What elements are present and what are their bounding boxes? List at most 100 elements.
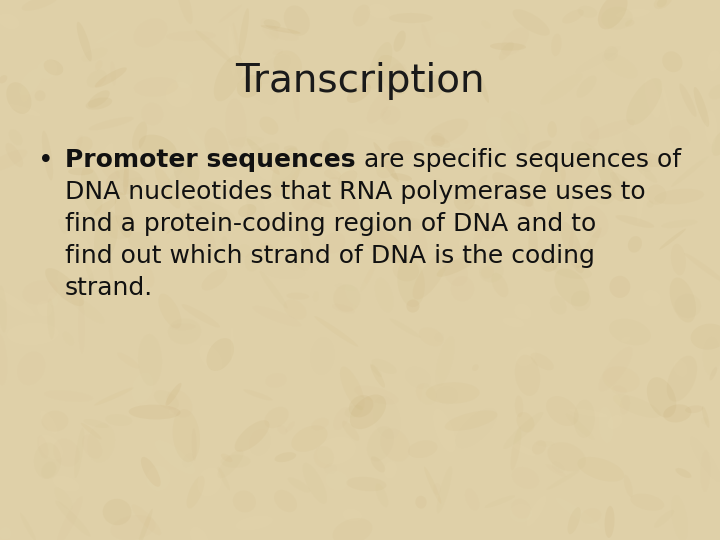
Ellipse shape — [350, 395, 386, 429]
Ellipse shape — [34, 443, 61, 479]
Ellipse shape — [0, 14, 19, 29]
Ellipse shape — [355, 131, 392, 141]
Ellipse shape — [278, 237, 302, 260]
Ellipse shape — [361, 26, 377, 53]
Ellipse shape — [575, 408, 598, 428]
Ellipse shape — [186, 476, 204, 509]
Ellipse shape — [274, 50, 302, 79]
Ellipse shape — [604, 509, 631, 540]
Ellipse shape — [520, 99, 528, 106]
Ellipse shape — [328, 160, 360, 184]
Ellipse shape — [482, 522, 532, 540]
Ellipse shape — [510, 428, 521, 470]
Ellipse shape — [684, 253, 720, 283]
Ellipse shape — [287, 293, 309, 300]
Ellipse shape — [485, 117, 521, 157]
Ellipse shape — [253, 306, 301, 327]
Ellipse shape — [103, 499, 132, 525]
Ellipse shape — [711, 132, 720, 156]
Ellipse shape — [547, 442, 586, 471]
Ellipse shape — [671, 157, 708, 187]
Ellipse shape — [516, 412, 534, 433]
Ellipse shape — [84, 419, 109, 428]
Ellipse shape — [290, 279, 326, 321]
Ellipse shape — [220, 177, 248, 224]
Ellipse shape — [44, 59, 63, 76]
Ellipse shape — [171, 206, 202, 232]
Ellipse shape — [274, 490, 297, 512]
Ellipse shape — [284, 145, 297, 152]
Ellipse shape — [19, 68, 43, 96]
Ellipse shape — [299, 215, 312, 266]
Ellipse shape — [500, 442, 526, 465]
Ellipse shape — [368, 4, 390, 19]
Ellipse shape — [526, 496, 546, 526]
Ellipse shape — [302, 463, 327, 504]
Ellipse shape — [81, 423, 102, 440]
Ellipse shape — [264, 19, 281, 29]
Ellipse shape — [60, 226, 86, 242]
Ellipse shape — [57, 255, 96, 285]
Ellipse shape — [609, 319, 651, 345]
Ellipse shape — [155, 96, 163, 103]
Ellipse shape — [459, 215, 492, 246]
Ellipse shape — [342, 421, 359, 441]
Ellipse shape — [343, 509, 362, 522]
Ellipse shape — [27, 266, 64, 287]
Ellipse shape — [41, 462, 56, 478]
Ellipse shape — [63, 332, 74, 346]
Ellipse shape — [124, 326, 134, 363]
Ellipse shape — [445, 260, 468, 286]
Ellipse shape — [220, 381, 249, 401]
Ellipse shape — [510, 108, 525, 134]
Ellipse shape — [545, 418, 571, 442]
Ellipse shape — [106, 169, 143, 195]
Ellipse shape — [540, 275, 550, 289]
Ellipse shape — [353, 5, 370, 26]
Ellipse shape — [174, 155, 199, 187]
Ellipse shape — [348, 395, 374, 417]
Ellipse shape — [235, 227, 266, 265]
Ellipse shape — [452, 69, 499, 94]
Ellipse shape — [132, 122, 147, 151]
Ellipse shape — [546, 470, 580, 490]
Ellipse shape — [173, 409, 200, 462]
Ellipse shape — [94, 211, 118, 262]
Ellipse shape — [657, 0, 667, 8]
Ellipse shape — [465, 175, 487, 204]
Ellipse shape — [166, 383, 181, 406]
Ellipse shape — [155, 167, 181, 208]
Ellipse shape — [340, 367, 364, 410]
Ellipse shape — [40, 410, 57, 434]
Ellipse shape — [607, 415, 623, 429]
Ellipse shape — [89, 117, 134, 130]
Ellipse shape — [95, 68, 127, 87]
Ellipse shape — [654, 0, 672, 9]
Ellipse shape — [86, 144, 97, 178]
Text: •: • — [38, 148, 53, 174]
Ellipse shape — [269, 442, 285, 461]
Ellipse shape — [186, 127, 217, 166]
Text: find a protein-coding region of DNA and to: find a protein-coding region of DNA and … — [65, 212, 596, 236]
Ellipse shape — [598, 407, 614, 443]
Ellipse shape — [577, 457, 624, 482]
Ellipse shape — [132, 372, 153, 403]
Ellipse shape — [284, 5, 310, 36]
Ellipse shape — [636, 171, 645, 224]
Ellipse shape — [225, 369, 258, 384]
Ellipse shape — [382, 226, 405, 260]
Ellipse shape — [491, 308, 502, 346]
Ellipse shape — [616, 9, 650, 18]
Ellipse shape — [199, 345, 222, 371]
Ellipse shape — [0, 288, 35, 316]
Ellipse shape — [300, 200, 323, 221]
Ellipse shape — [516, 78, 537, 111]
Ellipse shape — [230, 327, 234, 361]
Ellipse shape — [323, 232, 345, 253]
Ellipse shape — [39, 205, 66, 253]
Ellipse shape — [68, 167, 93, 176]
Ellipse shape — [510, 504, 532, 523]
Ellipse shape — [630, 152, 665, 167]
Ellipse shape — [271, 147, 301, 197]
Ellipse shape — [547, 121, 557, 138]
